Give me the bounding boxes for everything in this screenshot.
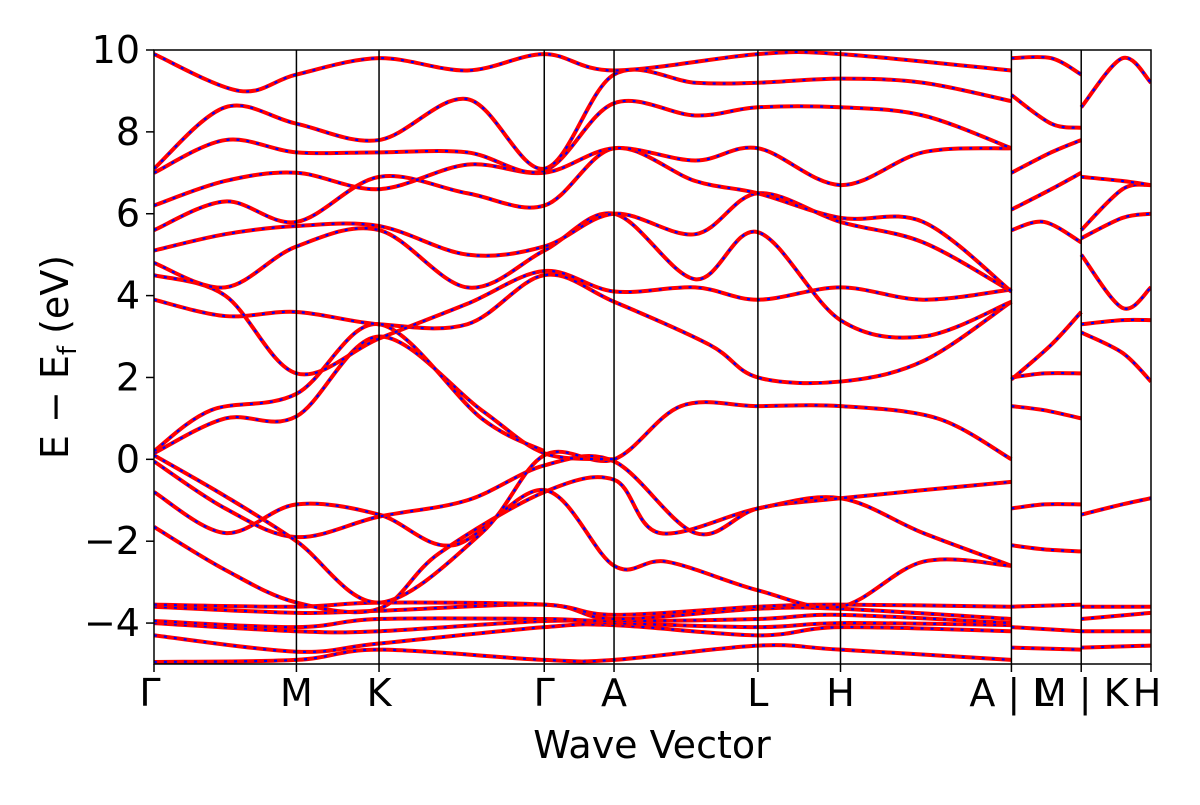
x-tick-label-9: H (1133, 671, 1162, 715)
band-27-series-b (1010, 171, 1082, 211)
band-41-series-a (1079, 55, 1151, 109)
x-tick-label-2: K (367, 671, 393, 715)
band-0-series-a (154, 643, 1012, 664)
band-21-series-b (1011, 502, 1082, 510)
band-36-series-b (1080, 331, 1151, 383)
band-17-series-a (154, 145, 1012, 208)
band-29-series-b (1010, 94, 1082, 129)
band-28-series-b (1010, 139, 1082, 174)
band-12-series-b (154, 273, 1013, 385)
x-axis-title: Wave Vector (533, 723, 771, 767)
band-35-series-b (1081, 318, 1151, 326)
band-37-series-b (1080, 212, 1151, 240)
band-29-series-a (1010, 93, 1082, 130)
plot-frame (153, 49, 1152, 665)
band-1-series-b (154, 623, 1012, 654)
band-7-series-a (154, 488, 1012, 610)
y-tick-label-7: −4 (84, 601, 140, 645)
band-34-series-b (1080, 497, 1151, 516)
band-6-series-a (154, 475, 1013, 615)
y-tick-label-5: 0 (116, 437, 140, 481)
y-axis-title-unit: (eV) (33, 255, 77, 346)
y-axis-title: E − Ef (eV) (33, 255, 83, 459)
band-9-series-a (154, 400, 1013, 605)
band-26-series-a (1010, 219, 1083, 245)
band-18-series-b (154, 99, 1012, 174)
band-24-series-b (1011, 371, 1082, 379)
band-38-series-b (1080, 183, 1151, 231)
band-13-series-b (154, 269, 1012, 376)
band-38-series-a (1079, 182, 1151, 232)
band-22-series-b (1011, 544, 1082, 553)
band-30-series-a (1011, 54, 1083, 77)
x-tick-label-7: A | L (969, 671, 1053, 716)
band-10-series-a (154, 334, 615, 462)
band-31-series-b (1011, 603, 1082, 608)
x-tick-label-3: Γ (534, 671, 555, 715)
band-0-series-b (154, 644, 1012, 664)
band-11-series-a (154, 322, 546, 453)
band-19-series-a (154, 67, 1012, 171)
x-tick-label-5: L (747, 671, 768, 715)
band-40-series-a (1079, 253, 1151, 311)
band-15-series-a (154, 191, 1013, 294)
band-8-series-b (154, 454, 1012, 539)
band-20-series-a (154, 50, 1012, 94)
y-axis-title-subscript: f (53, 345, 83, 355)
y-axis-title-main: E − E (33, 355, 77, 459)
band-33-series-b (1011, 646, 1082, 651)
x-tick-label-8: M | K (1034, 671, 1130, 716)
band-20-series-b (154, 50, 1012, 93)
band-23-series-b (1011, 405, 1082, 420)
band-39-series-b (1081, 175, 1151, 187)
band-14-series-b (154, 212, 1012, 339)
y-tick-label-6: −2 (84, 519, 140, 563)
band-6-series-b (154, 476, 1012, 614)
x-tick-label-4: A (601, 671, 627, 715)
band-32-series-b (1011, 626, 1082, 633)
band-43-series-b (1081, 611, 1151, 621)
band-18-series-a (154, 98, 1013, 175)
band-10-series-b (154, 335, 615, 461)
band-25-series-a (1010, 310, 1083, 382)
y-ticks-layer: 10 8 6 4 2 0 −2 −4 (84, 28, 154, 645)
y-tick-label-0: 10 (92, 28, 140, 72)
band-7-series-b (154, 488, 1012, 609)
band-9-series-b (154, 401, 1012, 604)
x-tick-label-6: H (826, 671, 855, 715)
band-25-series-b (1010, 311, 1083, 381)
band-11-series-b (154, 323, 545, 453)
y-tick-label-3: 4 (116, 274, 140, 318)
band-15-series-b (154, 192, 1012, 293)
y-tick-label-4: 2 (116, 355, 140, 399)
x-tick-label-1: M (280, 671, 313, 715)
band-4-series-b (154, 603, 1012, 621)
y-tick-label-2: 6 (116, 192, 140, 236)
band-36-series-a (1080, 330, 1151, 383)
y-tick-label-1: 8 (116, 110, 140, 154)
kpoint-lines-layer (295, 50, 1082, 664)
bands-layer (154, 50, 1151, 664)
band-45-series-b (1081, 644, 1151, 649)
x-tick-label-0: Γ (139, 671, 160, 715)
